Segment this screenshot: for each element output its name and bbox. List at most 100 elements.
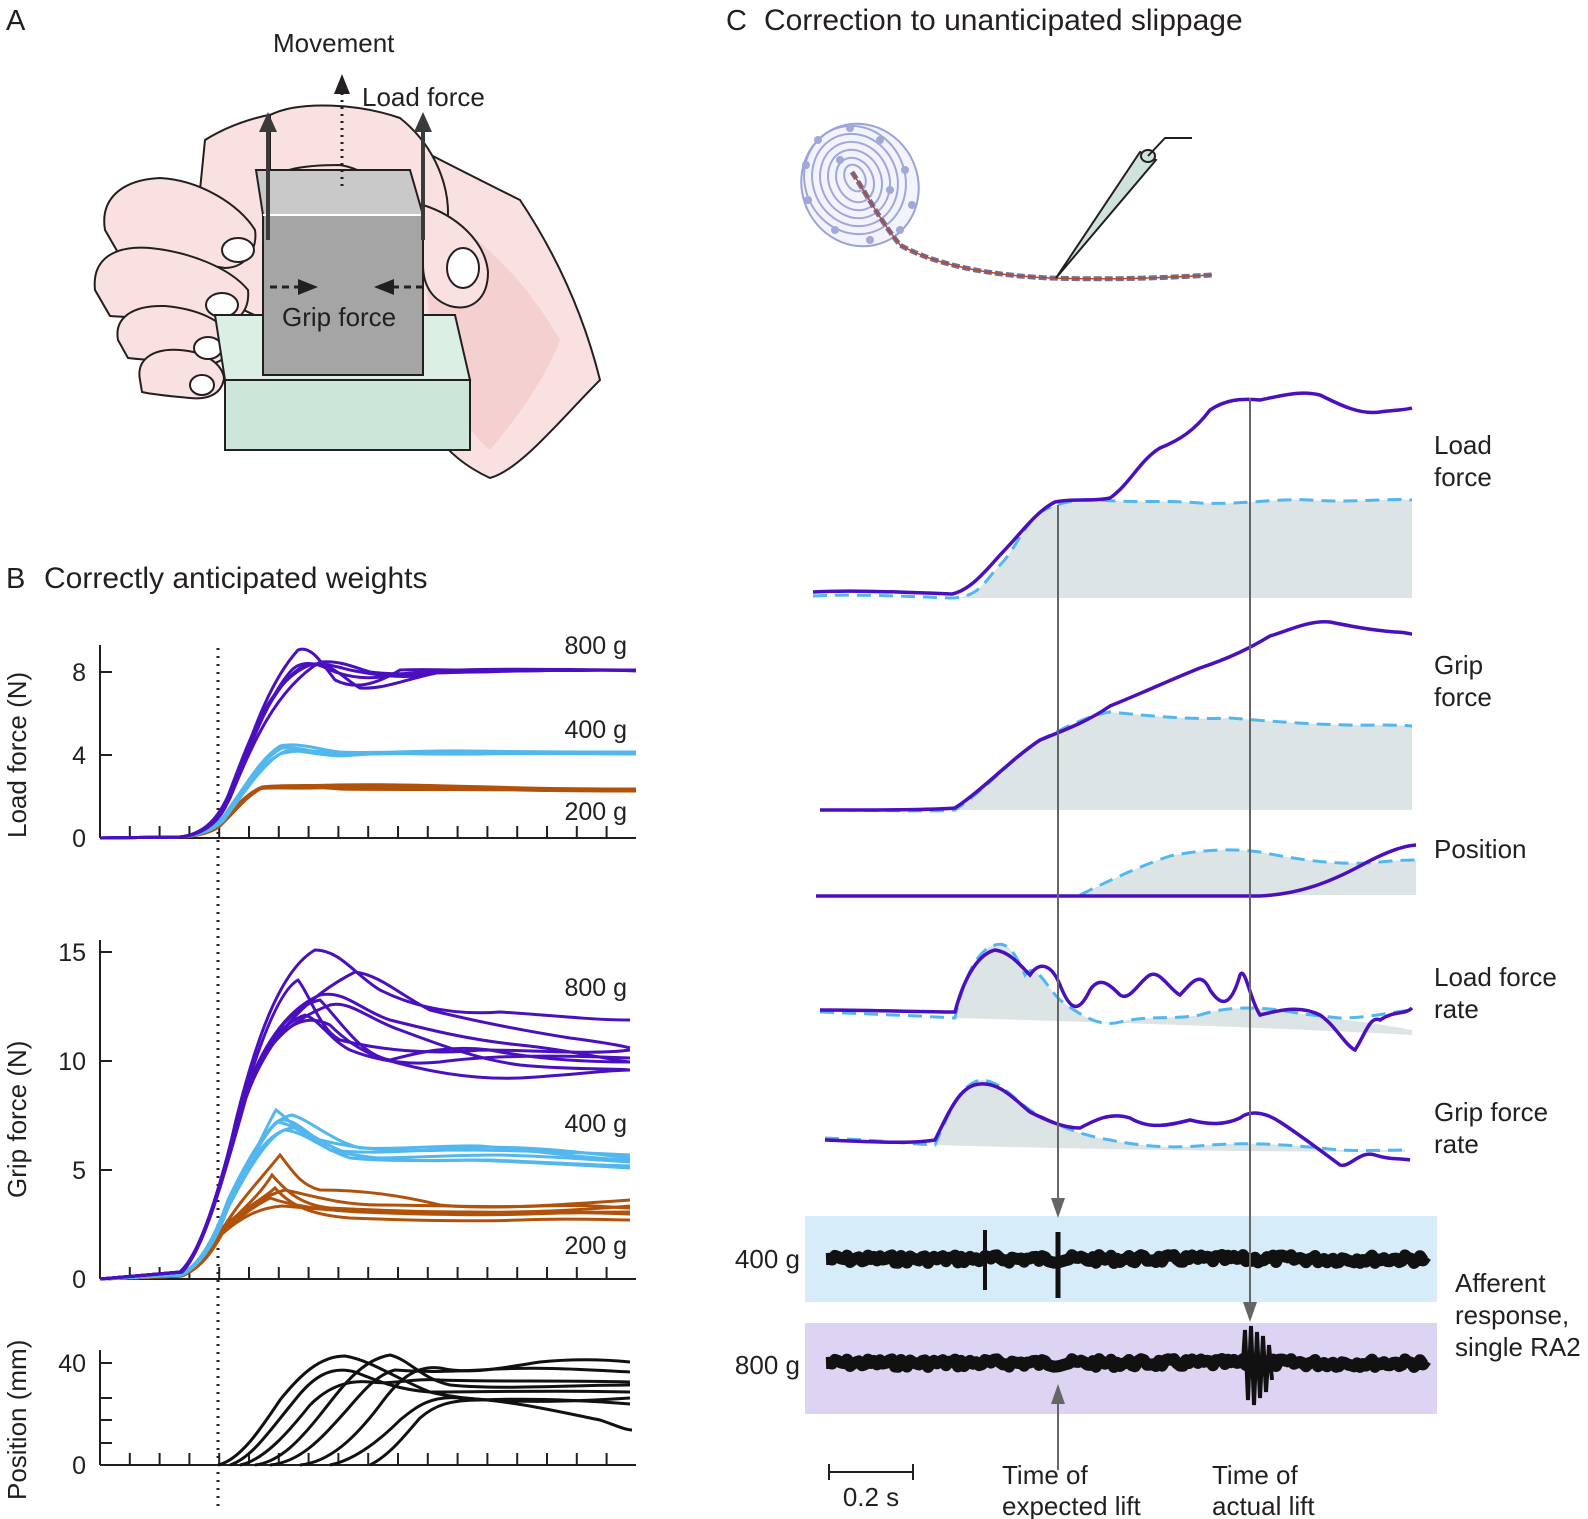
- receptor-dots: [802, 124, 916, 244]
- grip-label-200g: 200 g: [564, 1232, 627, 1260]
- grip-ytick-label-5: 5: [72, 1157, 86, 1185]
- c-grip-rate-trace: Grip force rate: [824, 1078, 1548, 1167]
- c-grip-solid: [819, 620, 1413, 812]
- block-front: [262, 214, 424, 376]
- microelectrode: [1055, 150, 1158, 279]
- c-load-rate-label-1: Load force: [1434, 962, 1557, 992]
- load-force-arrows: [259, 74, 432, 240]
- panel-a-letter: A: [6, 5, 26, 37]
- position-chart: 0 40 Position (mm): [2, 1340, 636, 1500]
- actual-lift-arrow-icon: [1243, 1302, 1257, 1322]
- fingernail-1: [221, 237, 255, 263]
- fingernail-4: [189, 374, 215, 396]
- c-grip-rate-solid: [824, 1082, 1411, 1167]
- c-grip-rate-dashed: [824, 1078, 1406, 1152]
- c-grip-label-2: force: [1434, 682, 1492, 712]
- grip-series-200g: [99, 1152, 631, 1281]
- arrow-up-left-icon: [259, 112, 277, 132]
- load-series-800g: [99, 647, 637, 840]
- c-load-solid: [812, 391, 1413, 596]
- grip-label-400g: 400 g: [564, 1110, 627, 1138]
- c-grip-rate-label-1: Grip force: [1434, 1097, 1548, 1127]
- spike-train-400g: [823, 1249, 1431, 1269]
- c-grip-force-trace: Grip force: [819, 620, 1492, 813]
- panel-c: C Correction to unanticipated slippage: [726, 4, 1581, 1519]
- panel-c-title: Correction to unanticipated slippage: [764, 4, 1243, 37]
- movement-label: Movement: [273, 28, 395, 58]
- afferent-label-3: single RA2: [1455, 1332, 1581, 1362]
- panel-b-title: Correctly anticipated weights: [44, 562, 428, 595]
- time-actual-label-1: Time of: [1212, 1460, 1298, 1490]
- thumbnail-over: [446, 247, 480, 289]
- arrow-movement-icon: [334, 74, 350, 94]
- pos-y-label: Position (mm): [2, 1340, 32, 1500]
- pos-ytick-label-40: 40: [58, 1350, 86, 1378]
- block-top: [254, 169, 425, 216]
- arrow-left-icon: [374, 279, 394, 295]
- afferent-label-2: response,: [1455, 1300, 1569, 1330]
- grip-force-arrows: [270, 279, 422, 295]
- scale-bar: 0.2 s: [828, 1464, 914, 1512]
- c-load-rate-fill: [955, 944, 1412, 1035]
- grip-force-label: Grip force: [282, 302, 396, 332]
- load-series-400g: [99, 743, 637, 840]
- base-front: [224, 379, 471, 451]
- c-grip-dashed: [819, 710, 1413, 813]
- load-force-label: Load force: [362, 82, 485, 112]
- electrode-wire: [1147, 137, 1192, 157]
- load-label-800g: 800 g: [564, 632, 627, 660]
- grip-ytick-label-15: 15: [58, 939, 86, 967]
- object-block: [254, 169, 425, 376]
- arrow-up-right-icon: [414, 112, 432, 132]
- afferent-800g: 800 g: [735, 1323, 1437, 1414]
- scale-bar-label: 0.2 s: [843, 1482, 899, 1512]
- afferent-800g-label: 800 g: [735, 1350, 800, 1380]
- panel-b-letter: B: [6, 563, 25, 595]
- time-markers: [1051, 398, 1257, 1470]
- grip-series-800g: [99, 948, 631, 1281]
- c-load-rate-solid: [819, 948, 1414, 1053]
- burst-800g: [1241, 1325, 1274, 1406]
- c-load-label-2: force: [1434, 462, 1492, 492]
- c-position-fill: [1080, 849, 1416, 895]
- afferent-label-1: Afferent: [1455, 1268, 1546, 1298]
- time-expected-label-1: Time of: [1002, 1460, 1088, 1490]
- panel-b: B Correctly anticipated weights 0 4 8 Lo…: [2, 562, 637, 1512]
- spike-train-800g: [823, 1353, 1431, 1373]
- grip-force-chart: 0 5 10 15 Grip force (N): [2, 939, 636, 1294]
- c-load-label-1: Load: [1434, 430, 1492, 460]
- load-x-ticks: [99, 826, 608, 838]
- c-grip-rate-fill: [935, 1080, 1405, 1152]
- load-label-400g: 400 g: [564, 716, 627, 744]
- time-expected-label-2: expected lift: [1002, 1491, 1142, 1519]
- c-load-force-trace: Load force: [812, 391, 1492, 600]
- load-ytick-label-8: 8: [72, 659, 86, 687]
- fingernail-3: [193, 336, 223, 360]
- pos-ytick-label-0: 0: [72, 1452, 86, 1480]
- c-load-fill: [950, 499, 1412, 598]
- grip-label-800g: 800 g: [564, 974, 627, 1002]
- expected-lift-arrow-icon: [1051, 1198, 1065, 1218]
- expected-lift-pointer-icon: [1051, 1384, 1065, 1404]
- c-grip-rate-label-2: rate: [1434, 1129, 1479, 1159]
- c-load-rate-label-2: rate: [1434, 994, 1479, 1024]
- c-grip-label-1: Grip: [1434, 650, 1483, 680]
- load-label-200g: 200 g: [564, 798, 627, 826]
- grip-ytick-label-10: 10: [58, 1048, 86, 1076]
- c-grip-fill: [955, 712, 1412, 810]
- load-ytick-label-0: 0: [72, 825, 86, 853]
- load-y-label: Load force (N): [2, 672, 32, 838]
- c-load-rate-trace: Load force rate: [819, 942, 1557, 1053]
- c-position-solid: [816, 843, 1417, 898]
- afferent-400g-label: 400 g: [735, 1244, 800, 1274]
- fingernail-2: [205, 292, 239, 318]
- load-force-chart: 0 4 8 Load force (N) 800: [2, 632, 637, 853]
- grip-y-label: Grip force (N): [2, 1041, 32, 1198]
- c-position-trace: Position: [816, 834, 1527, 898]
- c-position-dashed: [1079, 848, 1417, 897]
- panel-c-letter: C: [726, 5, 747, 37]
- load-ytick-label-4: 4: [72, 742, 86, 770]
- c-position-label: Position: [1434, 834, 1527, 864]
- grip-series-400g: [99, 1107, 631, 1281]
